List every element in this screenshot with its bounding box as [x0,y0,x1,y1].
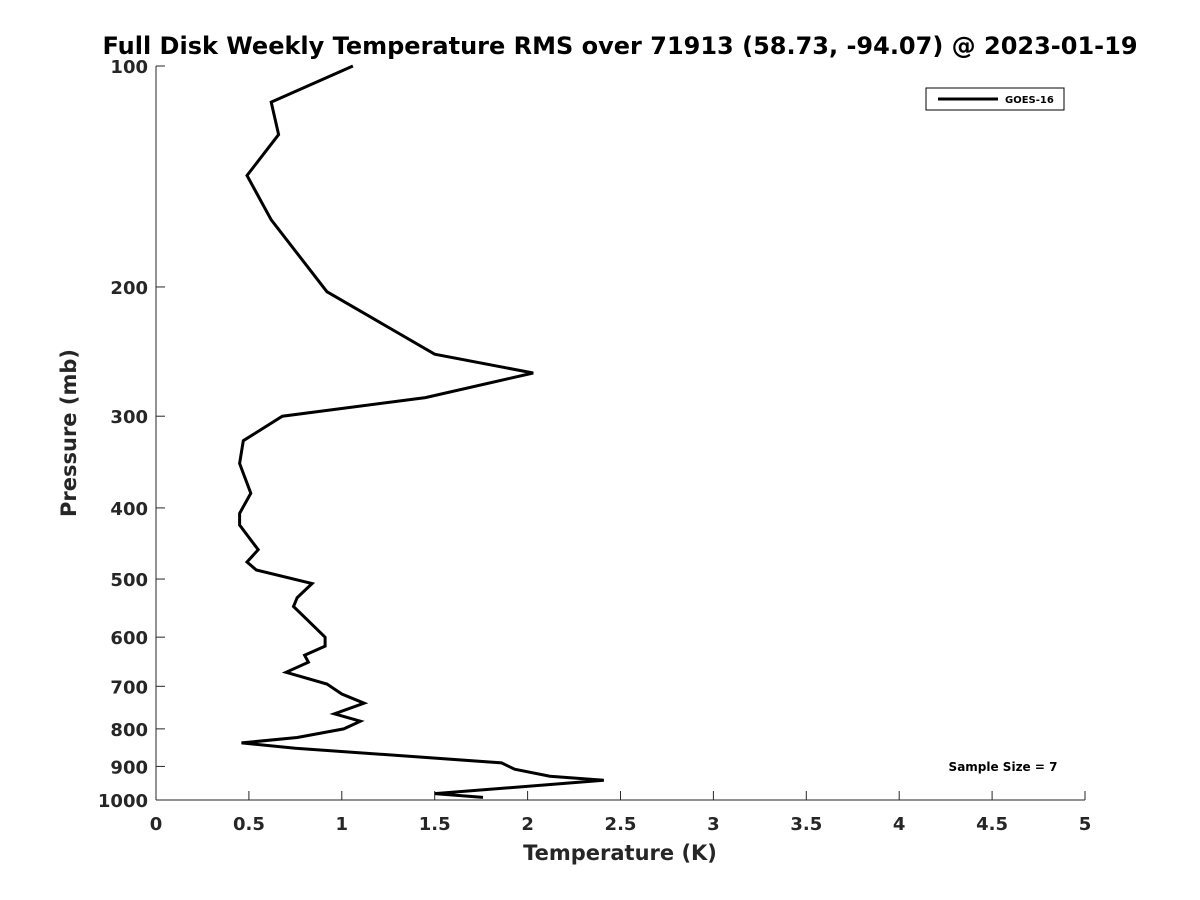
chart-title: Full Disk Weekly Temperature RMS over 71… [102,32,1137,60]
x-tick-label: 5 [1079,814,1092,835]
y-axis-label: Pressure (mb) [57,349,81,517]
y-tick-label: 700 [110,677,148,698]
sample-size-annotation: Sample Size = 7 [949,760,1058,774]
y-tick-label: 500 [110,570,148,591]
x-tick-label: 3 [707,814,720,835]
y-tick-label: 300 [110,407,148,428]
legend: GOES-16 [925,87,1065,111]
x-axis-label: Temperature (K) [523,841,717,865]
y-tick-label: 200 [110,278,148,299]
y-tick-label: 400 [110,499,148,520]
x-ticks: 0 0.5 1 1.5 2 2.5 3 3.5 4 4.5 5 [150,791,1092,835]
series-line-goes-16 [238,64,604,799]
y-tick-label: 100 [110,57,148,78]
y-tick-label: 1000 [98,791,148,812]
x-tick-label: 0 [150,814,163,835]
y-tick-label: 800 [110,720,148,741]
x-tick-label: 3.5 [790,814,822,835]
x-tick-label: 4.5 [976,814,1008,835]
y-tick-label: 900 [110,757,148,778]
plot-area: 0 0.5 1 1.5 2 2.5 3 3.5 4 4.5 5 100 200 300 400 500 600… [98,57,1091,835]
x-tick-label: 2.5 [605,814,637,835]
x-tick-label: 0.5 [233,814,265,835]
y-tick-label: 600 [110,628,148,649]
series-layer [238,64,604,799]
legend-label-goes-16: GOES-16 [1005,95,1054,106]
y-ticks: 100 200 300 400 500 600 700 800 900 1000 [98,57,165,812]
x-tick-label: 4 [893,814,906,835]
x-tick-label: 2 [521,814,534,835]
x-tick-label: 1 [336,814,349,835]
x-tick-label: 1.5 [419,814,451,835]
